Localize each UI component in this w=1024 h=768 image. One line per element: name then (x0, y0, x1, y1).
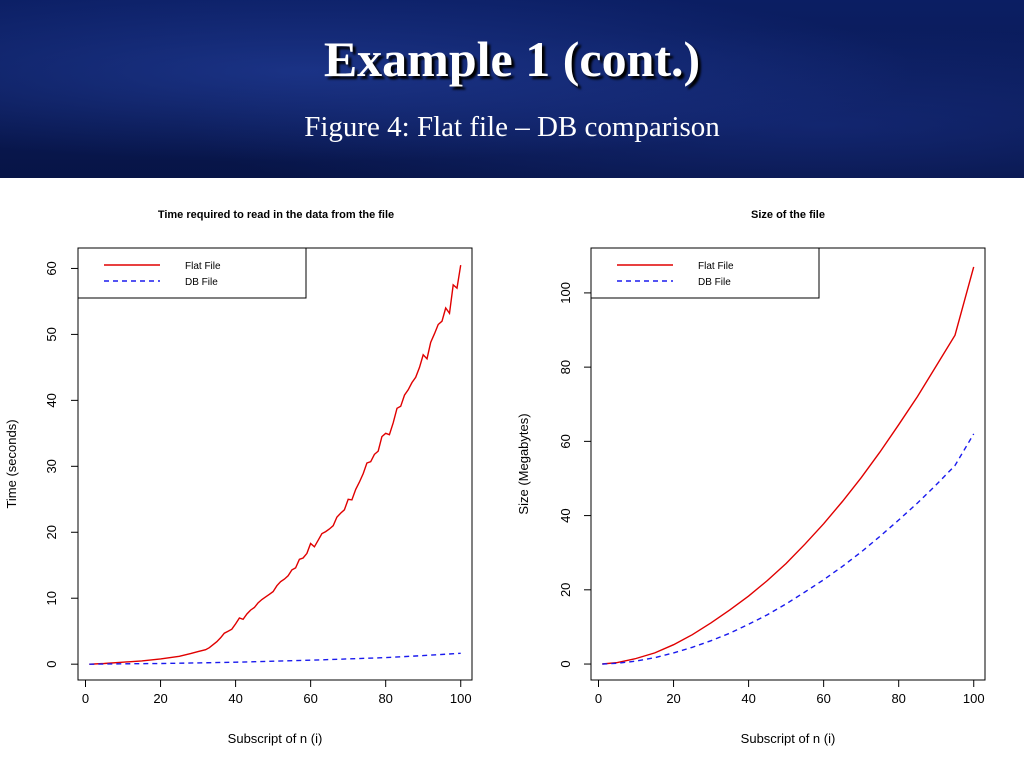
y-axis-label: Size (Megabytes) (516, 413, 531, 514)
x-tick-label: 60 (816, 691, 830, 706)
plot-frame (590, 247, 986, 681)
legend-label: Flat File (698, 261, 734, 272)
x-tick-label: 0 (82, 691, 89, 706)
slide-subtitle: Figure 4: Flat file – DB comparison (304, 111, 720, 143)
y-tick-label: 40 (558, 508, 573, 522)
x-tick-label: 40 (228, 691, 242, 706)
x-axis-label: Subscript of n (i) (228, 731, 323, 746)
y-tick-label: 0 (558, 660, 573, 667)
x-tick-label: 80 (891, 691, 905, 706)
legend-box (590, 247, 820, 299)
slide-title: Example 1 (cont.) (323, 31, 701, 87)
y-tick-label: 40 (44, 393, 59, 407)
y-tick-label: 10 (44, 591, 59, 605)
y-axis-label: Time (seconds) (4, 419, 19, 508)
x-tick-label: 100 (450, 691, 472, 706)
x-tick-label: 60 (303, 691, 317, 706)
y-tick-label: 60 (44, 261, 59, 275)
y-tick-label: 60 (558, 434, 573, 448)
chart-title: Time required to read in the data from t… (158, 209, 394, 221)
y-tick-label: 50 (44, 327, 59, 341)
charts-canvas: Time required to read in the data from t… (4, 209, 986, 746)
legend-label: DB File (185, 277, 218, 288)
x-tick-label: 0 (595, 691, 602, 706)
y-tick-label: 100 (558, 282, 573, 304)
plot-frame (77, 247, 473, 681)
legend: Flat File DB File (590, 247, 820, 299)
x-tick-label: 100 (963, 691, 985, 706)
legend: Flat File DB File (77, 247, 307, 299)
y-tick-label: 20 (44, 525, 59, 539)
legend-box (77, 247, 307, 299)
title-banner: Example 1 (cont.) Figure 4: Flat file – … (0, 0, 1024, 178)
chart-title: Size of the file (751, 209, 825, 221)
size-chart: Size of the file 0 20 40 60 80 100 0 20 40 60 80 100… (516, 209, 986, 746)
time-chart: Time required to read in the data from t… (4, 209, 473, 746)
x-tick-label: 20 (153, 691, 167, 706)
x-tick-label: 80 (378, 691, 392, 706)
x-axis-label: Subscript of n (i) (741, 731, 836, 746)
legend-label: Flat File (185, 261, 221, 272)
x-tick-label: 20 (666, 691, 680, 706)
series-line-db-file (89, 652, 461, 665)
series-line-flat-file (89, 264, 462, 665)
y-tick-label: 30 (44, 459, 59, 473)
y-tick-label: 80 (558, 360, 573, 374)
y-tick-label: 20 (558, 583, 573, 597)
x-tick-label: 40 (741, 691, 755, 706)
series-line-flat-file (602, 266, 975, 665)
series-line-db-file (602, 433, 975, 665)
y-tick-label: 0 (44, 661, 59, 668)
legend-label: DB File (698, 277, 731, 288)
